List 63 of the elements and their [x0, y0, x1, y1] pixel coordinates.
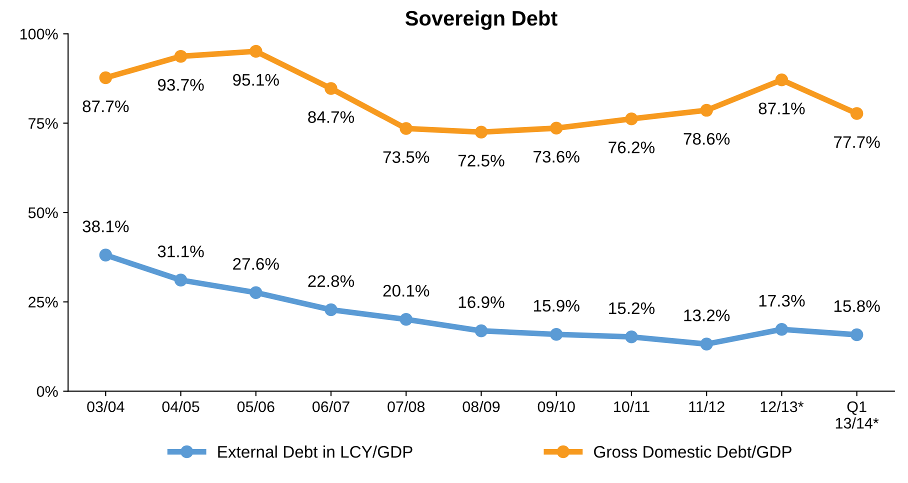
point [250, 44, 262, 58]
x-tick-label: 05/06 [237, 400, 274, 412]
point [700, 338, 713, 350]
data-label: 87.7% [82, 100, 129, 112]
x-tick-label: 11/12 [689, 400, 724, 412]
point [174, 50, 188, 63]
data-label: 22.8% [308, 275, 354, 287]
y-tick-label: 100% [20, 28, 58, 40]
point [550, 328, 563, 341]
x-tick-label: 10/11 [614, 400, 650, 412]
data-label: 13.2% [684, 310, 730, 322]
point [850, 328, 864, 342]
x-tick-label: 04/05 [162, 400, 200, 412]
point [324, 82, 338, 95]
data-label: 73.6% [534, 150, 580, 163]
x-tick-label: 08/09 [462, 400, 500, 412]
y-tick-label: 25% [28, 296, 58, 308]
data-label: 27.6% [233, 258, 279, 270]
data-label: 16.9% [458, 296, 504, 308]
point [850, 107, 864, 120]
data-label: 31.1% [158, 246, 204, 258]
data-label: 15.9% [534, 300, 580, 312]
point [474, 126, 488, 138]
data-label: 84.7% [308, 111, 354, 123]
chart-title: Sovereign Debt [405, 10, 558, 30]
legend-label: Gross Domestic Debt/GDP [594, 446, 792, 458]
point [474, 324, 488, 338]
point [775, 74, 788, 86]
point [625, 112, 638, 126]
data-label: 95.1% [233, 74, 279, 86]
x-tick-label: 12/13* [760, 400, 804, 412]
y-tick-label: 0% [36, 386, 58, 397]
data-label: 72.5% [458, 154, 504, 167]
x-tick-label: 06/07 [312, 400, 350, 412]
point [625, 330, 638, 344]
data-label: 77.7% [834, 136, 880, 148]
data-label: 38.1% [82, 220, 129, 232]
point [99, 248, 112, 262]
y-tick-label: 75% [28, 118, 58, 129]
x-tick-label: 07/08 [388, 400, 425, 412]
point [775, 323, 788, 336]
point [400, 313, 413, 326]
data-label: 93.7% [158, 78, 204, 91]
data-label: 15.8% [834, 300, 880, 312]
point [99, 71, 112, 84]
point [324, 303, 338, 316]
x-tick-label: 09/10 [538, 400, 575, 412]
x-tick-label: 03/04 [87, 400, 124, 412]
data-label: 87.1% [758, 102, 805, 114]
point [550, 122, 563, 135]
data-label: 76.2% [608, 142, 655, 154]
point [174, 274, 188, 286]
data-label: 78.6% [684, 132, 730, 145]
legend-label: External Debt in LCY/GDP [218, 446, 412, 458]
data-label: 73.5% [383, 151, 430, 163]
point [700, 104, 713, 117]
x-tick-label: Q1 13/14* [836, 401, 879, 429]
data-label: 17.3% [759, 294, 805, 307]
point [400, 122, 413, 135]
point [250, 286, 262, 299]
data-label: 20.1% [383, 284, 430, 297]
y-tick-label: 50% [28, 207, 58, 218]
data-label: 15.2% [609, 302, 655, 314]
